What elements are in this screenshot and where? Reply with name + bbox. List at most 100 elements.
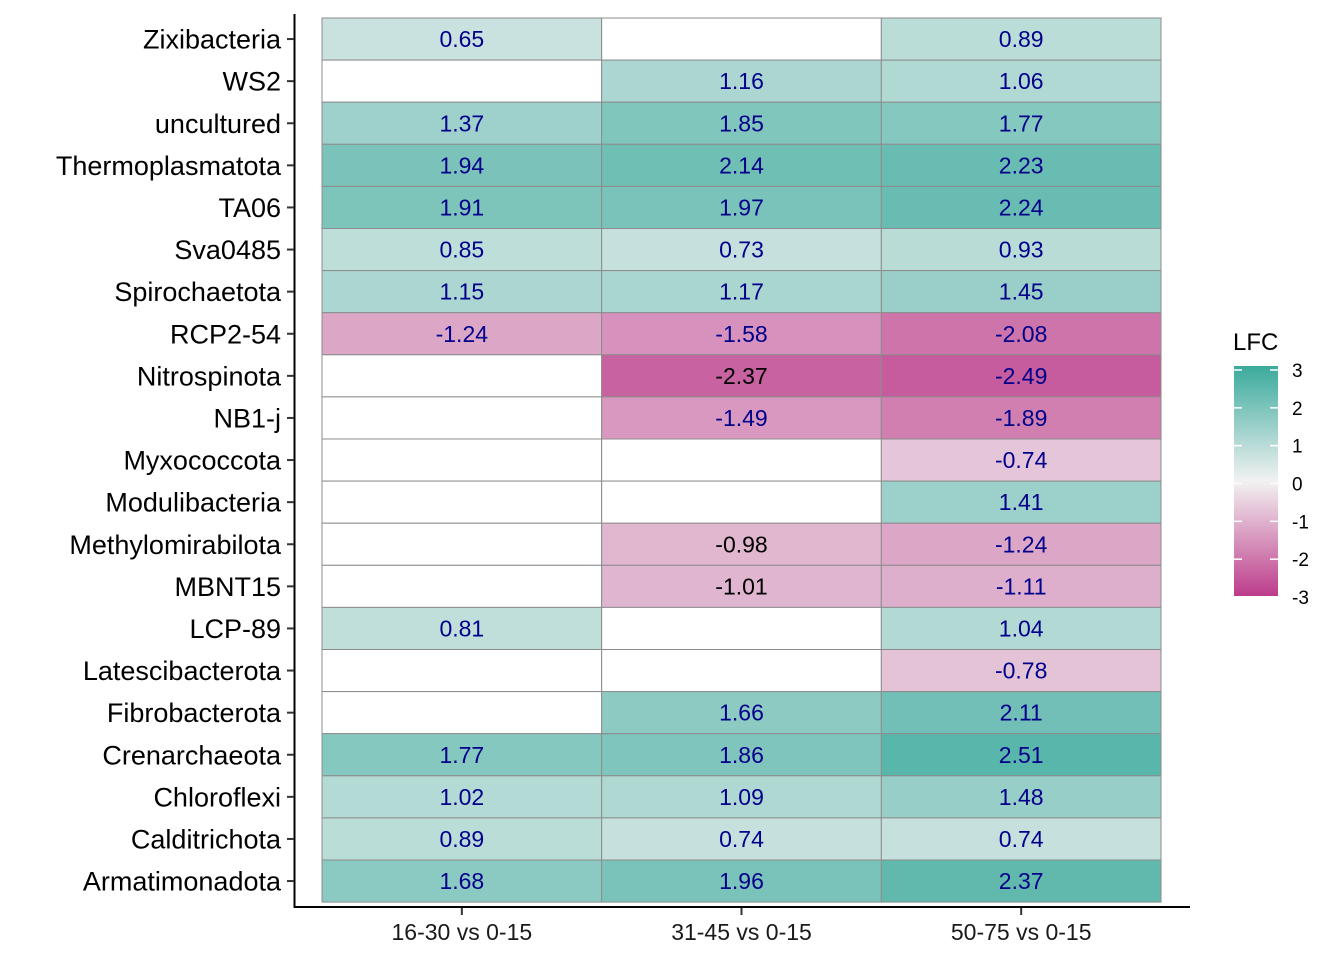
heatmap-cell xyxy=(880,606,1162,651)
heatmap-cell xyxy=(601,312,882,356)
heatmap-cell xyxy=(880,438,1162,482)
legend-colorbar xyxy=(1234,366,1278,596)
legend-tick-label: 0 xyxy=(1292,475,1303,496)
cell-value-label: 1.02 xyxy=(439,784,484,810)
y-tick-label: Chloroflexi xyxy=(153,782,281,812)
y-tick-label: Crenarchaeota xyxy=(102,740,282,770)
heatmap-cell xyxy=(601,775,882,819)
heatmap-cell xyxy=(880,522,1162,566)
cell-value-label: -1.01 xyxy=(715,573,767,599)
cell-value-label: -1.49 xyxy=(715,405,767,431)
heatmap-cell xyxy=(321,606,603,651)
y-tick-label: LCP-89 xyxy=(189,614,281,644)
heatmap-cell xyxy=(601,733,882,777)
y-tick-label: Thermoplasmatota xyxy=(56,151,282,181)
cell-value-label: 0.73 xyxy=(719,237,764,263)
cell-value-label: 1.04 xyxy=(999,615,1044,641)
cell-value-label: 1.48 xyxy=(999,784,1044,810)
cell-value-label: 1.15 xyxy=(439,279,484,305)
heatmap-cell xyxy=(321,17,603,61)
heatmap-cell xyxy=(601,438,882,482)
y-tick-label: Fibrobacterota xyxy=(107,698,282,728)
heatmap-cells xyxy=(321,17,1162,903)
cell-value-label: 1.68 xyxy=(439,868,484,894)
cell-value-label: 0.85 xyxy=(439,237,484,263)
cell-value-label: 0.81 xyxy=(439,615,484,641)
cell-value-label: 1.41 xyxy=(999,489,1044,515)
heatmap-cell xyxy=(880,185,1162,229)
heatmap-cell xyxy=(880,564,1162,608)
cell-value-label: 0.74 xyxy=(999,826,1044,852)
heatmap-cell xyxy=(321,691,603,735)
heatmap-cell xyxy=(880,691,1162,735)
cell-value-label: 2.23 xyxy=(999,152,1044,178)
heatmap-cell xyxy=(601,59,882,103)
cell-value-label: 2.51 xyxy=(999,742,1044,768)
legend-tick-label: 3 xyxy=(1292,361,1303,382)
cell-value-label: 1.91 xyxy=(439,194,484,220)
y-tick-label: Sva0485 xyxy=(174,235,281,265)
heatmap-cell xyxy=(880,228,1162,272)
cell-value-label: 1.96 xyxy=(719,868,764,894)
cell-value-label: 0.89 xyxy=(999,26,1044,52)
y-tick-label: Myxococcota xyxy=(123,446,282,476)
cell-value-label: 1.06 xyxy=(999,68,1044,94)
y-axis: Zixibacteria WS2 uncultured Thermoplasmatot… xyxy=(56,14,296,908)
y-tick-label: Modulibacteria xyxy=(105,488,282,518)
cell-value-label: 1.17 xyxy=(719,279,764,305)
cell-value-label: 0.93 xyxy=(999,237,1044,263)
y-tick-label: uncultured xyxy=(155,109,281,139)
heatmap-cell xyxy=(601,270,882,314)
y-tick-label: Latescibacterota xyxy=(83,656,282,686)
cell-value-label: -0.78 xyxy=(995,658,1047,684)
y-tick-label: Nitrospinota xyxy=(137,361,282,391)
heatmap-cell xyxy=(321,396,603,440)
legend-tick-label: 2 xyxy=(1292,399,1303,420)
x-axis: 16-30 vs 0-15 31-45 vs 0-15 50-75 vs 0-15 xyxy=(293,906,1190,945)
cell-value-label: 1.77 xyxy=(439,742,484,768)
heatmap-cell xyxy=(601,691,882,735)
heatmap-cell xyxy=(601,817,882,861)
heatmap-cell xyxy=(880,17,1162,61)
legend-title: LFC xyxy=(1233,329,1278,356)
y-tick-label: MBNT15 xyxy=(174,572,281,602)
cell-value-label: -0.74 xyxy=(995,447,1048,473)
cell-value-label: -0.98 xyxy=(715,531,767,557)
heatmap-cell xyxy=(880,649,1162,693)
heatmap-cell xyxy=(601,649,882,693)
legend-ticks: 3 2 1 0 -1 -2 -3 xyxy=(1234,361,1309,609)
heatmap-cell xyxy=(880,59,1162,103)
heatmap-cell xyxy=(880,270,1162,314)
y-tick-label: Calditrichota xyxy=(131,824,282,854)
legend-tick-label: 1 xyxy=(1292,437,1303,458)
y-tick-label: Methylomirabilota xyxy=(69,530,282,560)
y-tick-label: NB1-j xyxy=(213,403,281,433)
x-tick-label: 31-45 vs 0-15 xyxy=(671,919,812,945)
heatmap-cell xyxy=(601,228,882,272)
cell-value-label: 0.89 xyxy=(439,826,484,852)
legend-tick-label: -3 xyxy=(1292,588,1309,609)
heatmap-cell xyxy=(321,270,603,314)
heatmap-cell xyxy=(321,649,603,693)
cell-value-label: -2.49 xyxy=(995,363,1047,389)
cell-value-label: 1.16 xyxy=(719,68,764,94)
heatmap-cell xyxy=(321,522,603,566)
cell-value-label: 1.86 xyxy=(719,742,764,768)
cell-value-label: 1.77 xyxy=(999,110,1044,136)
heatmap-cell xyxy=(880,354,1162,398)
heatmap-cell xyxy=(880,480,1162,524)
cell-value-label: -2.37 xyxy=(715,363,767,389)
heatmap-cell xyxy=(321,859,603,903)
legend-tick-label: -1 xyxy=(1292,512,1309,533)
cell-value-label: -1.58 xyxy=(715,321,767,347)
y-tick-label: WS2 xyxy=(222,67,281,97)
heatmap-cell xyxy=(321,480,603,524)
legend-tick-label: -2 xyxy=(1292,550,1309,571)
y-tick-label: Spirochaetota xyxy=(114,277,282,307)
cell-value-label: -1.11 xyxy=(996,573,1047,599)
cell-value-label: 1.45 xyxy=(999,279,1044,305)
heatmap-cell xyxy=(601,101,882,145)
heatmap-cell xyxy=(601,17,882,61)
cell-value-label: -1.89 xyxy=(995,405,1047,431)
